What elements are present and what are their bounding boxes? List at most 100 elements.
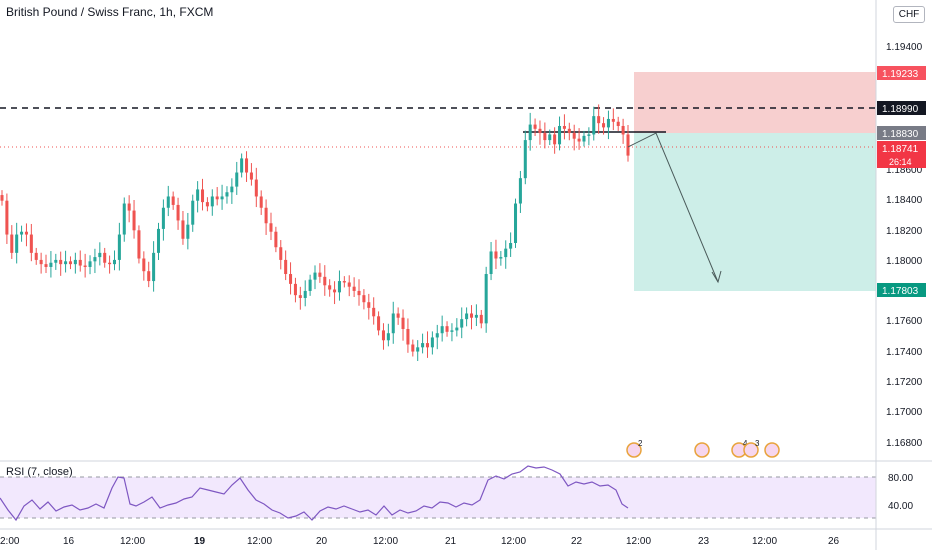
candle-up: [88, 261, 92, 267]
take-profit-zone[interactable]: [634, 133, 876, 291]
price-tick-label: 1.16800: [886, 438, 923, 449]
take-profit-price-badge[interactable]: [877, 283, 926, 297]
candle-down: [127, 203, 131, 211]
candle-down: [553, 134, 557, 145]
time-tick-label: 12:00: [373, 536, 398, 547]
candle-up: [122, 203, 126, 235]
event-markers[interactable]: 2 4 3: [626, 439, 780, 458]
candle-down: [68, 261, 72, 265]
time-tick-label: 16: [63, 536, 75, 547]
candle-up: [112, 259, 117, 265]
price-tick-label: 1.18000: [886, 256, 923, 267]
candle-up: [93, 257, 97, 262]
candle-down: [577, 138, 581, 142]
candle-down: [264, 207, 268, 224]
candle-down: [176, 204, 180, 221]
candle-up: [523, 140, 527, 179]
candle-up: [509, 243, 513, 249]
economic-event-icon[interactable]: [694, 442, 710, 458]
price-axis[interactable]: 1.19400 1.18600 1.18400 1.18200 1.18000 …: [877, 42, 926, 512]
candle-up: [592, 116, 596, 135]
candle-down: [147, 271, 151, 282]
candle-down: [205, 202, 209, 207]
last-price-badge[interactable]: [877, 141, 926, 168]
candle-up: [582, 135, 586, 142]
candle-down: [425, 343, 430, 348]
candle-down: [533, 124, 537, 129]
resistance-price-badge[interactable]: [877, 101, 926, 115]
candle-down: [597, 116, 601, 124]
economic-event-icon[interactable]: [626, 442, 642, 458]
candle-down: [259, 196, 263, 208]
price-tick-label: 1.17000: [886, 407, 923, 418]
candle-down: [381, 330, 385, 341]
candle-up: [98, 252, 102, 258]
time-tick-label: 12:00: [626, 536, 651, 547]
candle-down: [328, 285, 332, 290]
candle-up: [240, 158, 244, 173]
candle-up: [435, 333, 439, 338]
chart-title[interactable]: British Pound / Swiss Franc, 1h, FXCM: [6, 5, 214, 19]
price-tick-label: 1.17400: [886, 347, 923, 358]
candle-down: [200, 189, 205, 203]
time-axis[interactable]: 2:00 16 12:00 19 12:00 20 12:00 21 12:00…: [0, 536, 840, 547]
candle-up: [54, 259, 58, 263]
candle-down: [494, 251, 498, 259]
candle-down: [24, 231, 28, 235]
candle-up: [474, 314, 478, 318]
candles-layer: [0, 104, 630, 361]
candle-down: [132, 210, 136, 231]
candle-down: [29, 234, 33, 253]
arrow-head-icon: [711, 270, 722, 284]
candle-up: [161, 207, 165, 229]
stop-loss-price-badge[interactable]: [877, 66, 926, 80]
candle-down: [34, 252, 38, 260]
economic-event-icon[interactable]: [743, 442, 759, 458]
candle-up: [225, 192, 229, 197]
currency-badge[interactable]: CHF: [893, 6, 925, 23]
economic-event-icon[interactable]: [764, 442, 780, 458]
candle-up: [513, 203, 518, 243]
event-count: 3: [755, 439, 760, 448]
candle-up: [450, 330, 454, 332]
candle-down: [78, 259, 82, 266]
candle-down: [39, 259, 43, 265]
time-tick-label: 12:00: [247, 536, 272, 547]
candle-up: [20, 231, 24, 235]
candle-down: [352, 286, 356, 291]
entry-price-badge[interactable]: [877, 126, 926, 140]
candle-down: [445, 326, 449, 332]
time-tick-label: 22: [571, 536, 583, 547]
candle-down: [142, 258, 146, 272]
candle-down: [602, 123, 606, 128]
take-profit-price-text: 1.17803: [882, 286, 919, 297]
candle-down: [269, 223, 273, 232]
candle-down: [289, 274, 293, 284]
projection-arrow[interactable]: [627, 132, 719, 283]
time-tick-label: 12:00: [752, 536, 777, 547]
time-tick-label: 19: [194, 536, 206, 547]
candle-down: [108, 262, 112, 265]
candle-down: [318, 272, 322, 277]
candle-down: [333, 289, 337, 293]
time-tick-label: 21: [445, 536, 457, 547]
price-tick-label: 1.18600: [886, 165, 923, 176]
candle-up: [186, 224, 190, 239]
candle-down: [0, 195, 4, 201]
candle-down: [479, 314, 483, 324]
stop-loss-price-text: 1.19233: [882, 69, 919, 80]
bar-countdown-text: 26:14: [889, 157, 912, 167]
candle-up: [15, 234, 19, 253]
candle-down: [254, 179, 258, 197]
candle-down: [59, 259, 63, 265]
candle-up: [191, 200, 195, 225]
candle-down: [5, 200, 9, 235]
stop-loss-zone[interactable]: [634, 72, 876, 133]
candle-down: [10, 234, 14, 253]
time-tick-label: 20: [316, 536, 328, 547]
candle-down: [181, 220, 185, 239]
candle-down: [245, 158, 249, 173]
rsi-indicator-label[interactable]: RSI (7, close): [6, 466, 73, 478]
